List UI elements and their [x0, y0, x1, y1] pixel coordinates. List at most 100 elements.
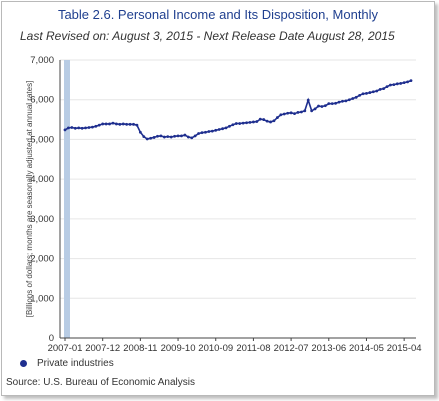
data-point — [176, 134, 180, 138]
data-point — [70, 126, 74, 129]
data-point — [101, 122, 105, 126]
series-private-industries — [63, 79, 413, 141]
data-point — [245, 121, 248, 125]
data-point — [77, 126, 81, 130]
data-point — [97, 123, 101, 127]
data-point — [409, 79, 413, 83]
data-point — [162, 135, 166, 139]
data-point — [145, 137, 149, 141]
data-point — [73, 126, 77, 130]
data-point — [125, 122, 129, 126]
data-point — [228, 124, 231, 128]
x-tick-label: 2015-04 — [387, 343, 422, 354]
y-tick-label: 3,000 — [30, 214, 54, 225]
data-point — [354, 95, 358, 99]
data-point — [149, 136, 153, 140]
data-point — [104, 122, 108, 126]
data-point — [269, 120, 272, 124]
data-point — [286, 111, 290, 115]
source-note: Source: U.S. Bureau of Economic Analysis — [6, 377, 195, 388]
data-point — [303, 109, 307, 113]
data-point — [272, 119, 276, 123]
grid-lines — [60, 59, 416, 339]
data-point — [231, 123, 235, 127]
data-point — [111, 121, 115, 125]
data-point — [334, 101, 338, 105]
data-point — [190, 136, 194, 140]
legend-label: Private industries — [37, 358, 114, 369]
chart-title: Table 2.6. Personal Income and Its Dispo… — [57, 7, 379, 22]
data-point — [310, 109, 314, 113]
series-line — [64, 79, 412, 140]
data-point — [293, 112, 296, 116]
data-point — [320, 105, 324, 108]
data-point — [385, 85, 389, 89]
data-point — [87, 126, 91, 129]
x-tick-label: 2008-11 — [123, 343, 157, 354]
data-point — [207, 130, 211, 133]
data-point — [166, 135, 170, 139]
y-tick-label: 5,000 — [30, 134, 54, 145]
data-point — [317, 104, 320, 108]
data-point — [341, 99, 344, 103]
data-point — [80, 126, 84, 130]
data-point — [361, 92, 365, 96]
y-axis-label: [Billions of dollars; months are seasona… — [25, 81, 34, 318]
y-tick-label: 1,000 — [30, 293, 54, 304]
x-tick-label: 2013-06 — [311, 343, 346, 354]
highlight-band-bar — [64, 60, 70, 338]
data-point — [327, 102, 331, 106]
data-point — [128, 122, 132, 126]
data-point — [169, 135, 173, 139]
y-tick-label: 0 — [49, 333, 54, 344]
x-tick-label: 2009-10 — [161, 343, 196, 354]
data-point — [382, 87, 385, 90]
data-point — [402, 81, 406, 85]
chart-subtitle: Last Revised on: August 3, 2015 - Next R… — [20, 29, 395, 43]
y-tick-labels: 0 1,000 2,000 3,000 4,000 5,000 6,000 7,000 — [30, 55, 54, 344]
data-point — [378, 87, 382, 91]
y-tick-label: 6,000 — [30, 95, 54, 106]
data-point — [262, 118, 266, 121]
data-point — [347, 98, 351, 102]
data-point — [330, 102, 334, 106]
data-point — [234, 122, 238, 125]
data-point — [159, 134, 163, 138]
data-point — [392, 83, 396, 87]
data-point — [389, 83, 392, 87]
data-point — [94, 124, 98, 128]
data-point — [238, 122, 242, 125]
data-point — [368, 91, 372, 94]
data-point — [282, 112, 286, 116]
x-tick-label: 2010-09 — [198, 343, 233, 354]
data-point — [138, 130, 142, 134]
data-point — [255, 120, 259, 123]
data-point — [63, 128, 67, 132]
axes — [59, 60, 416, 339]
data-point — [365, 91, 368, 95]
data-point — [186, 135, 190, 139]
data-point — [248, 120, 252, 124]
data-point — [258, 117, 262, 121]
data-point — [371, 90, 375, 94]
data-point — [289, 111, 293, 115]
x-tick-labels: 2007-01 2007-12 2008-11 2009-10 2010-09 2011-… — [48, 338, 422, 354]
data-point — [200, 131, 204, 135]
line-chart: 0 1,000 2,000 3,000 4,000 5,000 6,000 7,000 200… — [25, 55, 422, 354]
data-point — [313, 107, 317, 111]
data-point — [204, 130, 207, 134]
data-point — [337, 100, 341, 104]
y-tick-label: 4,000 — [30, 174, 54, 185]
data-point — [183, 133, 187, 137]
data-point — [399, 82, 403, 85]
data-point — [152, 136, 156, 139]
x-tick-label: 2011-08 — [236, 343, 270, 354]
data-point — [241, 121, 245, 125]
data-point — [224, 126, 228, 130]
data-point — [306, 98, 310, 102]
y-tick-label: 7,000 — [30, 55, 54, 66]
data-point — [114, 122, 118, 126]
data-point — [210, 129, 214, 133]
x-tick-label: 2007-12 — [85, 343, 120, 354]
chart-frame: Table 2.6. Personal Income and Its Dispo… — [1, 1, 435, 396]
